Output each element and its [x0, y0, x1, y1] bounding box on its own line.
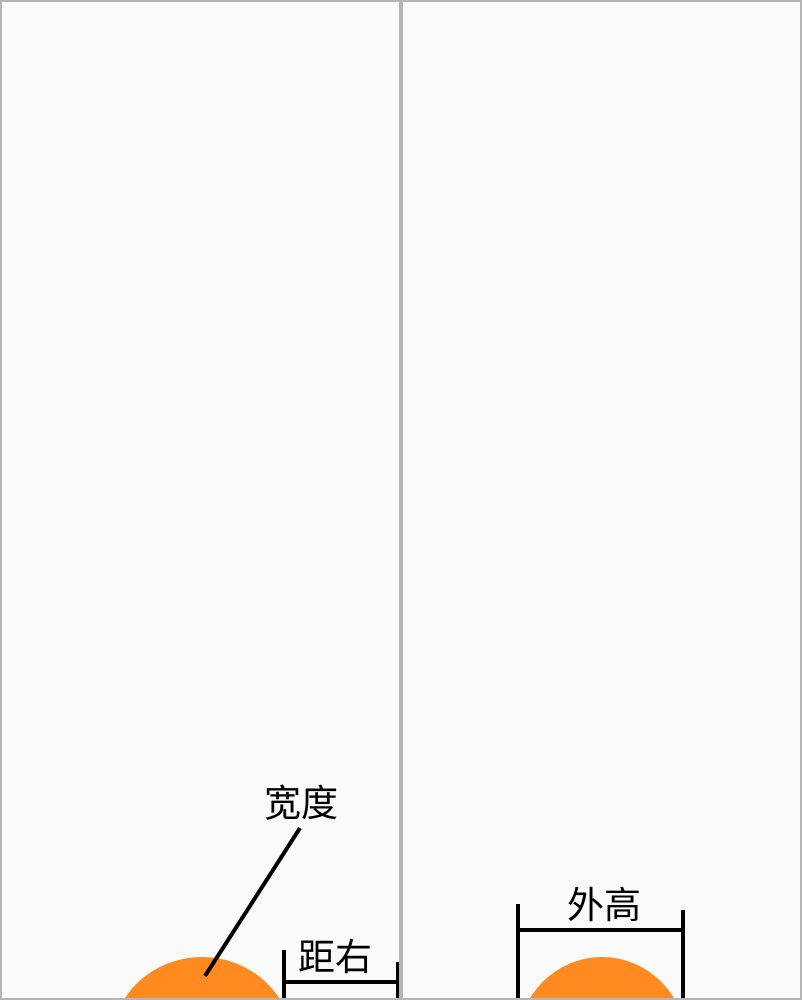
right-diagram-svg: 外高: [516, 884, 685, 998]
width-leader-line: [203, 826, 302, 978]
width-label: 宽度: [264, 782, 338, 825]
right-diagram-panel: 外高: [401, 0, 802, 1000]
left-diagram-svg: 宽度 距右: [125, 782, 399, 998]
orange-semicircle-right: [530, 957, 674, 998]
left-diagram-panel: 宽度 距右: [0, 0, 401, 1000]
outer-height-label: 外高: [567, 884, 641, 927]
orange-semicircle-left: [125, 957, 279, 998]
distance-right-label: 距右: [298, 936, 372, 979]
